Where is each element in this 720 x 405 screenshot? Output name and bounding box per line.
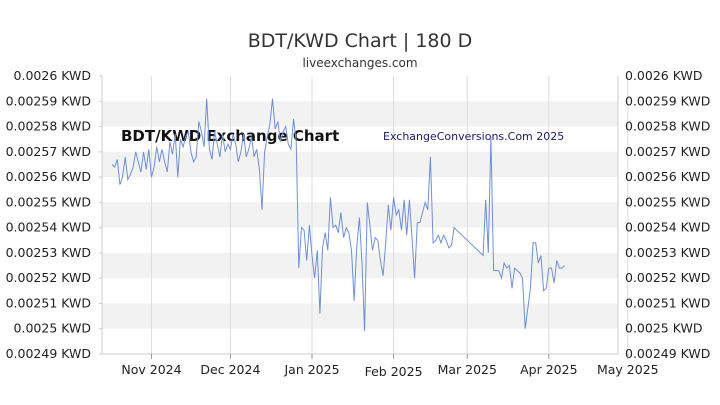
y-tick-label-right: 0.00255 KWD	[625, 194, 710, 209]
y-axis-right-labels: 0.0026 KWD 0.00259 KWD 0.00258 KWD 0.00257 …	[625, 68, 710, 361]
y-tick-label-right: 0.00252 KWD	[625, 270, 710, 285]
y-tick-label-right: 0.00253 KWD	[625, 245, 710, 260]
grid-band	[102, 101, 618, 127]
y-tick-label-right: 0.00256 KWD	[625, 169, 710, 184]
y-tick-label-left: 0.00258 KWD	[6, 119, 91, 134]
y-tick-label-left: 0.00249 KWD	[6, 346, 91, 361]
x-tick-label: Apr 2025	[520, 362, 577, 377]
vertical-gridlines	[150, 76, 629, 354]
x-tick-label: Mar 2025	[438, 362, 497, 377]
y-axis-left-labels: 0.0026 KWD 0.00259 KWD 0.00258 KWD 0.00257 …	[6, 68, 102, 361]
y-tick-label-right: 0.00257 KWD	[625, 144, 710, 159]
chart-source: liveexchanges.com	[302, 56, 417, 70]
x-tick-label: Feb 2025	[365, 364, 423, 379]
watermark-right: ExchangeConversions.Com 2025	[383, 130, 564, 143]
y-tick-label-left: 0.0025 KWD	[14, 321, 91, 336]
y-tick-label-left: 0.00254 KWD	[6, 220, 91, 235]
x-tick-label: Nov 2024	[121, 362, 181, 377]
y-tick-label-left: 0.00256 KWD	[6, 169, 91, 184]
y-tick-label-right: 0.0026 KWD	[625, 68, 702, 83]
chart-title: BDT/KWD Chart | 180 D	[248, 30, 473, 52]
y-tick-label-left: 0.00251 KWD	[6, 295, 91, 310]
y-tick-label-left: 0.00255 KWD	[6, 194, 91, 209]
y-tick-label-left: 0.0026 KWD	[14, 68, 91, 83]
y-tick-label-left: 0.00253 KWD	[6, 245, 91, 260]
y-tick-label-right: 0.00251 KWD	[625, 295, 710, 310]
x-tick-label: Dec 2024	[200, 362, 260, 377]
grid-band	[102, 151, 618, 178]
y-tick-label-right: 0.00258 KWD	[625, 119, 710, 134]
grid-band	[102, 303, 618, 329]
y-tick-label-left: 0.00259 KWD	[6, 93, 91, 108]
y-tick-label-right: 0.00254 KWD	[625, 220, 710, 235]
series-line	[111, 98, 565, 332]
y-tick-label-left: 0.00257 KWD	[6, 144, 91, 159]
y-tick-label-right: 0.0025 KWD	[625, 321, 702, 336]
x-tick-label: May 2025	[597, 362, 659, 377]
y-tick-label-right: 0.00249 KWD	[625, 346, 710, 361]
y-tick-label-left: 0.00252 KWD	[6, 270, 91, 285]
y-tick-label-right: 0.00259 KWD	[625, 93, 710, 108]
x-axis-labels: Nov 2024 Dec 2024 Jan 2025 Feb 2025 Mar 2025…	[121, 354, 659, 379]
x-tick-label: Jan 2025	[283, 362, 339, 377]
watermark-left: BDT/KWD Exchange Chart	[121, 127, 339, 145]
